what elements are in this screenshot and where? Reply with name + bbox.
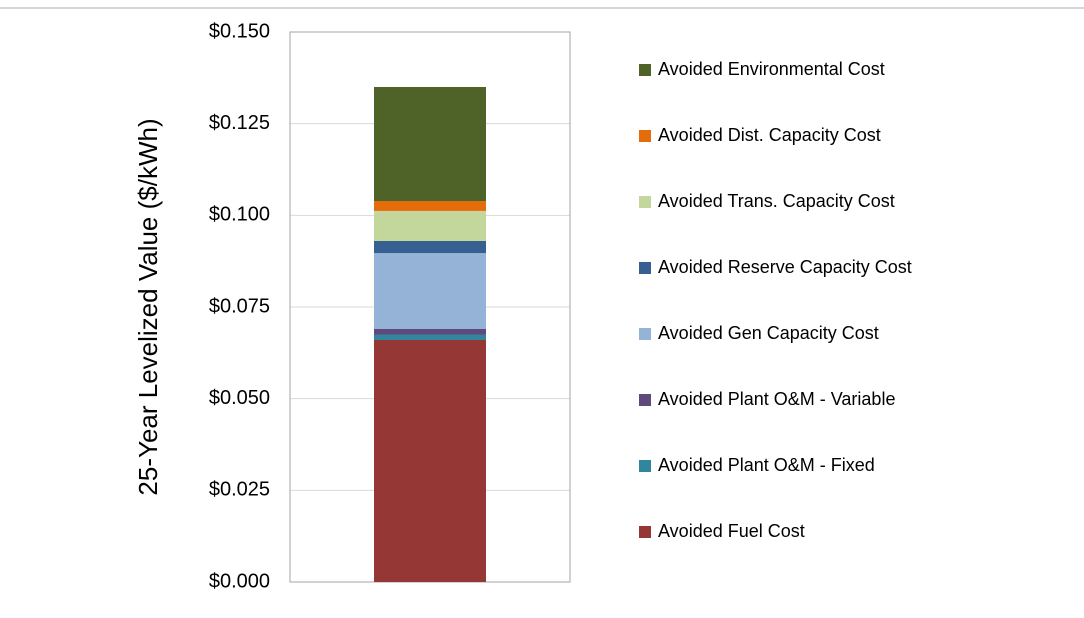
y-tick-label: $0.125	[209, 112, 270, 134]
legend-label: Avoided Plant O&M - Variable	[658, 389, 895, 409]
bar-segment	[374, 340, 486, 582]
legend-swatch	[639, 196, 651, 208]
legend-label: Avoided Plant O&M - Fixed	[658, 455, 875, 475]
bar-segment	[374, 87, 486, 202]
y-axis-label: 25-Year Levelized Value ($/kWh)	[133, 118, 163, 495]
y-tick-label: $0.000	[209, 570, 270, 592]
bar-segment	[374, 241, 486, 254]
legend-swatch	[639, 130, 651, 142]
legend-swatch	[639, 460, 651, 472]
y-tick-label: $0.150	[209, 20, 270, 42]
legend-label: Avoided Environmental Cost	[658, 59, 885, 79]
legend-swatch	[639, 64, 651, 76]
legend-label: Avoided Trans. Capacity Cost	[658, 191, 895, 211]
legend-label: Avoided Gen Capacity Cost	[658, 323, 879, 343]
legend-label: Avoided Fuel Cost	[658, 521, 805, 541]
bar-segment	[374, 329, 486, 335]
legend-label: Avoided Reserve Capacity Cost	[658, 257, 912, 277]
legend-swatch	[639, 394, 651, 406]
bar-segment	[374, 201, 486, 211]
y-tick-label: $0.075	[209, 295, 270, 317]
legend-swatch	[639, 526, 651, 538]
legend-swatch	[639, 262, 651, 274]
bar-segment	[374, 210, 486, 241]
y-tick-label: $0.050	[209, 387, 270, 409]
y-tick-label: $0.100	[209, 204, 270, 226]
y-tick-label: $0.025	[209, 479, 270, 501]
legend-label: Avoided Dist. Capacity Cost	[658, 125, 881, 145]
legend-swatch	[639, 328, 651, 340]
bar-segment	[374, 334, 486, 340]
bar-segment	[374, 253, 486, 329]
